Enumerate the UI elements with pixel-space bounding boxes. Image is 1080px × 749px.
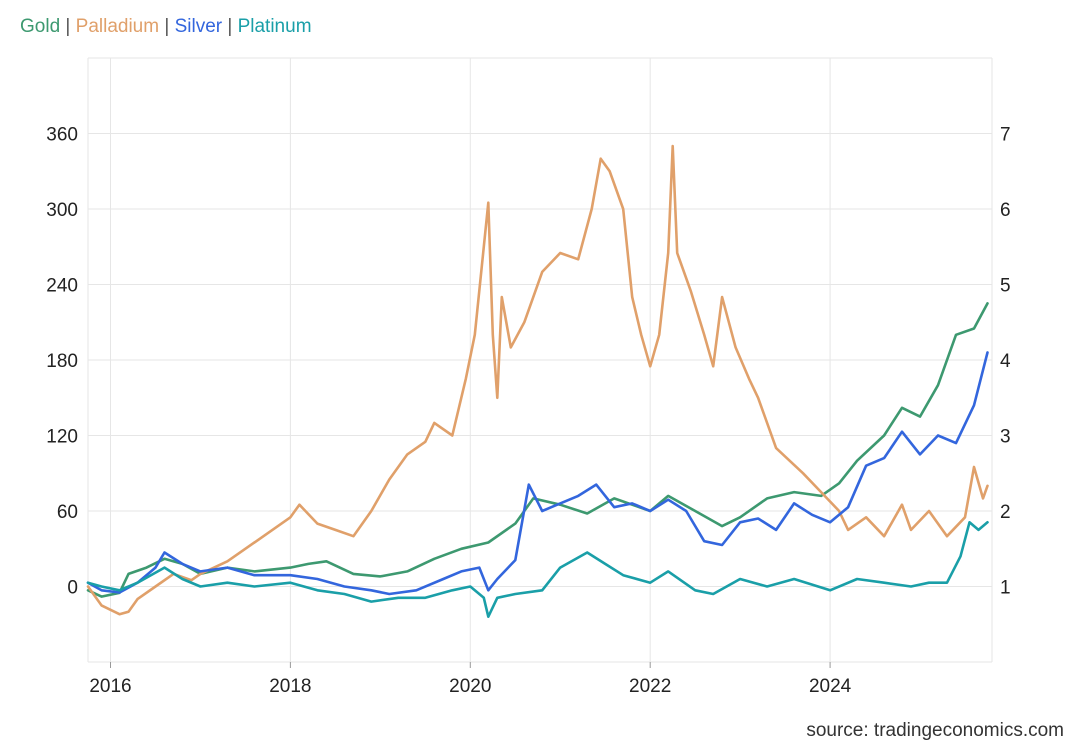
legend-separator: | bbox=[164, 16, 170, 37]
y-tick-label-left: 180 bbox=[46, 351, 78, 372]
legend-separator: | bbox=[227, 16, 233, 37]
y-tick-label-left: 240 bbox=[46, 276, 78, 297]
y-tick-label-right: 2 bbox=[1000, 502, 1011, 523]
x-tick-label: 2024 bbox=[809, 676, 852, 697]
x-tick-label: 2022 bbox=[629, 676, 671, 697]
series-line-gold bbox=[86, 302, 989, 598]
y-tick-label-left: 0 bbox=[67, 578, 78, 599]
y-tick-label-right: 3 bbox=[1000, 427, 1011, 448]
x-tick-label: 2020 bbox=[449, 676, 491, 697]
legend-item-silver[interactable]: Silver bbox=[174, 16, 223, 37]
y-tick-label-right: 1 bbox=[1000, 578, 1011, 599]
legend-item-platinum[interactable]: Platinum bbox=[237, 16, 312, 37]
y-tick-label-left: 60 bbox=[57, 502, 78, 523]
y-tick-label-left: 300 bbox=[46, 200, 78, 221]
legend-separator: | bbox=[65, 16, 71, 37]
series-line-silver bbox=[86, 351, 989, 596]
source-credit: source: tradingeconomics.com bbox=[806, 720, 1064, 741]
x-tick-label: 2018 bbox=[269, 676, 311, 697]
legend-item-gold[interactable]: Gold bbox=[20, 16, 61, 37]
chart-legend: Gold | Palladium | Silver | Platinum bbox=[20, 16, 312, 38]
series-line-platinum bbox=[86, 521, 989, 618]
series-line-palladium bbox=[86, 144, 989, 616]
y-tick-label-right: 5 bbox=[1000, 276, 1011, 297]
y-tick-label-right: 4 bbox=[1000, 351, 1011, 372]
y-tick-label-left: 360 bbox=[46, 125, 78, 146]
y-tick-label-right: 7 bbox=[1000, 125, 1011, 146]
x-tick-label: 2016 bbox=[89, 676, 131, 697]
y-tick-label-left: 120 bbox=[46, 427, 78, 448]
legend-item-palladium[interactable]: Palladium bbox=[75, 16, 160, 37]
y-tick-label-right: 6 bbox=[1000, 200, 1011, 221]
